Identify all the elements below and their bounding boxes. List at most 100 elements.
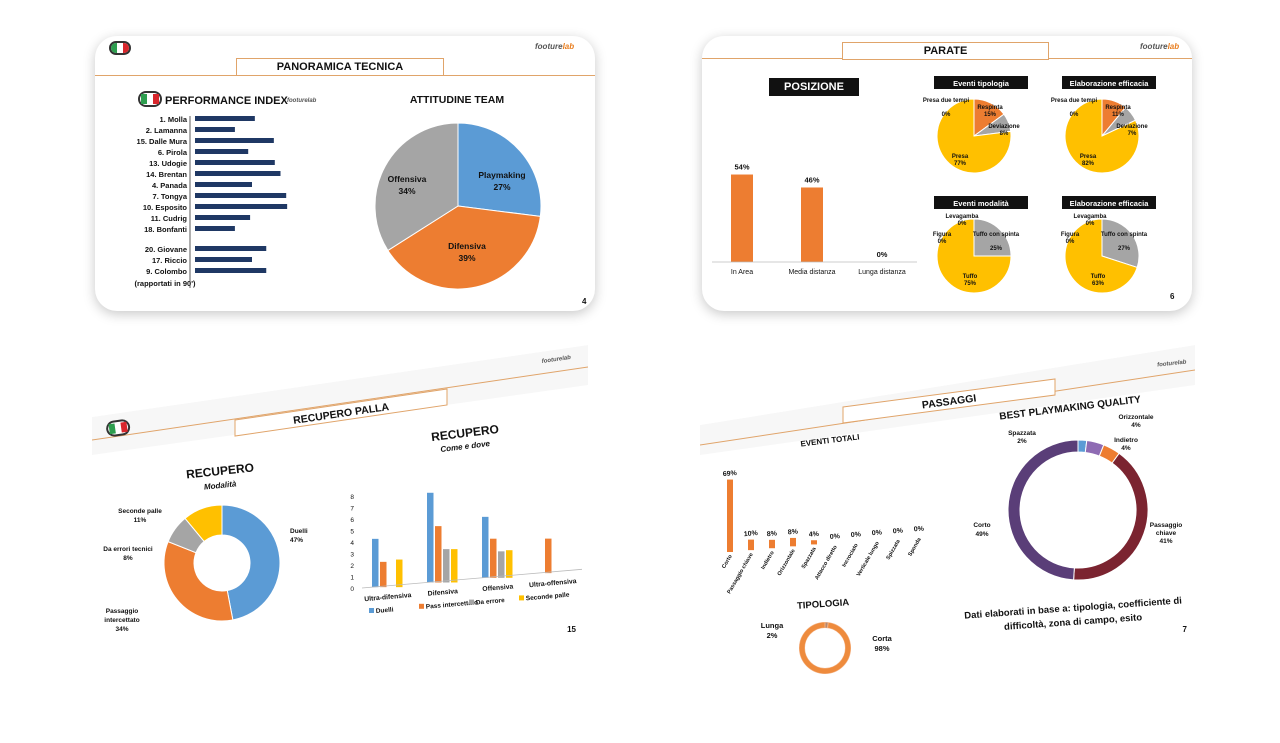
parate-pie-slice bbox=[1064, 98, 1140, 174]
slide-parate: footurelab PARATE POSIZIONE 54% In Area 46… bbox=[702, 36, 1192, 311]
tipologia-ring-slice bbox=[798, 621, 852, 675]
slice-label: Tuffo con spinta bbox=[973, 232, 1020, 238]
pie-label: Difensiva bbox=[448, 241, 486, 251]
recupero-charts: RECUPERO PALLAfooturelabRECUPEROModalità… bbox=[92, 345, 588, 717]
italy-flag-icon bbox=[109, 41, 131, 55]
recupero-bar bbox=[545, 538, 552, 574]
recupero-bar bbox=[435, 526, 442, 583]
event-bar bbox=[790, 537, 796, 547]
recupero-bar bbox=[372, 538, 379, 588]
tipologia-pct: 2% bbox=[767, 631, 778, 640]
slice-pct: 8% bbox=[1000, 131, 1009, 137]
donut-pct: 11% bbox=[134, 517, 147, 524]
slice-pct: 77% bbox=[954, 161, 967, 167]
y-tick: 6 bbox=[350, 517, 354, 524]
best-label: Passaggio bbox=[1150, 522, 1183, 529]
pie-pct: 34% bbox=[398, 186, 415, 196]
bar-value: 0% bbox=[877, 250, 888, 259]
x-category: Difensiva bbox=[428, 588, 459, 598]
slice-pct: 0% bbox=[958, 221, 967, 227]
attitude-slice bbox=[374, 122, 459, 252]
pie-title-box bbox=[934, 196, 1028, 209]
recupero-bar bbox=[443, 549, 450, 583]
event-bar bbox=[811, 540, 817, 545]
player-bar bbox=[195, 171, 281, 176]
flag-green bbox=[141, 94, 147, 104]
best-label: Corto bbox=[973, 522, 990, 529]
parate-pie-slice bbox=[1101, 218, 1140, 269]
bar-category: Media distanza bbox=[788, 269, 835, 276]
player-name: 20. Giovane bbox=[145, 245, 187, 254]
legend-swatch bbox=[469, 599, 474, 605]
slice-pct: 0% bbox=[1066, 239, 1075, 245]
player-name: 17. Riccio bbox=[152, 256, 187, 265]
slide-header-band bbox=[92, 345, 588, 455]
event-value: 69% bbox=[723, 470, 738, 478]
event-value: 0% bbox=[872, 529, 883, 537]
slice-pct: 15% bbox=[984, 112, 997, 118]
slice-pct: 0% bbox=[1086, 221, 1095, 227]
slice-label: Levagamba bbox=[1073, 214, 1107, 220]
pie-title-box bbox=[934, 76, 1028, 89]
best-label: Spazzata bbox=[1008, 430, 1036, 437]
slice-label: Tuffo bbox=[1091, 274, 1106, 280]
player-bar bbox=[195, 257, 252, 262]
player-bar bbox=[195, 246, 267, 251]
perf-flag-icon bbox=[138, 91, 162, 107]
player-bar bbox=[195, 215, 251, 220]
perf-logo: footurelab bbox=[287, 98, 317, 104]
event-value: 8% bbox=[788, 528, 799, 536]
x-category: Offensiva bbox=[482, 583, 514, 593]
event-value: 8% bbox=[767, 530, 778, 538]
player-name: 18. Bonfanti bbox=[144, 225, 187, 234]
pie-pct: 27% bbox=[493, 182, 510, 192]
slice-label: Respinta bbox=[977, 105, 1003, 111]
best-pct: 41% bbox=[1159, 538, 1172, 545]
legend-label: Duelli bbox=[376, 606, 394, 615]
best-label: Orizzontale bbox=[1118, 414, 1153, 421]
parate-pie-slice bbox=[1064, 218, 1138, 294]
best-label: chiave bbox=[1156, 530, 1177, 537]
recupero-bar bbox=[396, 559, 403, 588]
slice-pct: 7% bbox=[1128, 131, 1137, 137]
page-number: 6 bbox=[1170, 292, 1175, 301]
y-tick: 4 bbox=[350, 540, 354, 547]
recupero-donut-slice bbox=[221, 504, 281, 621]
pie-title: Elaborazione efficacia bbox=[1070, 199, 1150, 208]
slice-label: Levagamba bbox=[945, 214, 979, 220]
y-tick: 3 bbox=[350, 552, 354, 559]
slide-title: PANORAMICA TECNICA bbox=[236, 58, 444, 76]
tipologia-title: TIPOLOGIA bbox=[797, 597, 850, 612]
parate-charts: 54% In Area 46% Media distanza 0% Lunga dista… bbox=[712, 76, 1175, 301]
page-number: 15 bbox=[567, 625, 576, 634]
player-name: 4. Panada bbox=[152, 181, 188, 190]
donut-subtitle: Modalità bbox=[204, 479, 238, 491]
player-bar bbox=[195, 138, 274, 143]
player-bar bbox=[195, 160, 275, 165]
player-name: 1. Molla bbox=[159, 115, 187, 124]
legend-swatch bbox=[369, 608, 374, 613]
recupero-bar bbox=[498, 551, 505, 578]
legend-label: Seconde palle bbox=[526, 592, 571, 603]
slice-label: Deviazione bbox=[1116, 124, 1148, 130]
event-value: 4% bbox=[809, 531, 820, 539]
player-name: 9. Colombo bbox=[146, 267, 187, 276]
best-pct: 2% bbox=[1017, 438, 1027, 445]
slice-label: Figura bbox=[1061, 232, 1080, 238]
y-tick: 1 bbox=[350, 575, 354, 582]
bar-category: In Area bbox=[731, 269, 753, 276]
player-bar bbox=[195, 116, 255, 121]
legend-label: Da errore bbox=[476, 597, 506, 607]
y-tick: 5 bbox=[350, 529, 354, 536]
x-category: Ultra-offensiva bbox=[529, 578, 577, 589]
player-bar bbox=[195, 149, 249, 154]
recupero-donut-slice bbox=[184, 504, 223, 543]
slice-pct: 0% bbox=[1070, 112, 1079, 118]
slice-label: Tuffo con spinta bbox=[1101, 232, 1148, 238]
bar-value: 46% bbox=[804, 175, 819, 184]
y-tick: 0 bbox=[350, 586, 354, 593]
posizione-title: POSIZIONE bbox=[769, 78, 859, 96]
event-bar bbox=[748, 539, 754, 551]
pie-title-box bbox=[1062, 76, 1156, 89]
event-value: 0% bbox=[893, 527, 904, 535]
